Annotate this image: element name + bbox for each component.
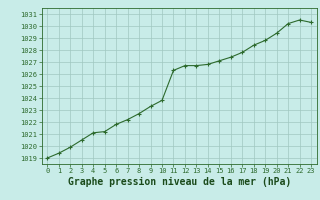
X-axis label: Graphe pression niveau de la mer (hPa): Graphe pression niveau de la mer (hPa): [68, 177, 291, 187]
